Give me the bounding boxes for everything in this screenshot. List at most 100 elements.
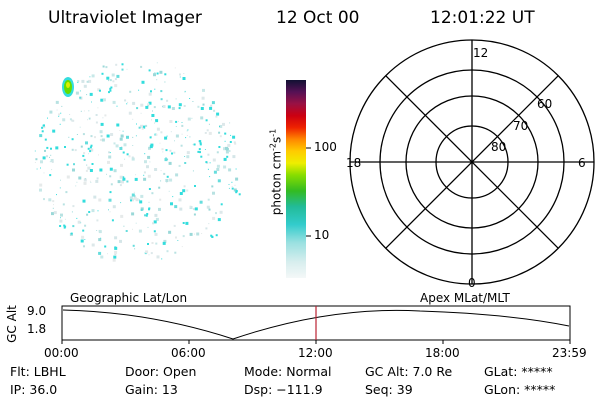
emission-speck: [44, 138, 47, 141]
emission-speck: [128, 111, 132, 115]
emission-speck: [58, 113, 61, 116]
emission-speck: [163, 172, 166, 175]
orbit-panel: [61, 305, 571, 344]
emission-speck: [163, 239, 167, 243]
emission-speck: [179, 73, 181, 76]
emission-speck: [179, 192, 183, 195]
emission-speck: [112, 205, 116, 209]
emission-speck: [185, 137, 187, 139]
emission-speck: [83, 84, 87, 88]
emission-speck: [52, 200, 55, 203]
emission-speck: [139, 200, 143, 204]
emission-speck: [100, 255, 104, 259]
emission-speck: [119, 184, 122, 187]
emission-speck: [175, 173, 179, 177]
emission-speck: [204, 149, 206, 150]
emission-speck: [121, 146, 123, 148]
emission-speck: [60, 179, 61, 181]
emission-speck: [146, 165, 149, 169]
emission-speck: [186, 189, 189, 192]
emission-speck: [184, 162, 187, 164]
emission-speck: [205, 133, 207, 134]
emission-speck: [76, 181, 78, 183]
emission-speck: [46, 155, 48, 158]
emission-speck: [175, 236, 177, 239]
emission-speck: [189, 136, 191, 138]
emission-speck: [109, 191, 112, 194]
emission-speck: [167, 105, 171, 109]
emission-speck: [42, 156, 46, 160]
dsp-info: Dsp: −111.9: [244, 382, 323, 397]
emission-speck: [114, 236, 118, 240]
emission-speck: [101, 138, 105, 142]
emission-speck: [48, 198, 52, 202]
emission-speck: [183, 73, 185, 74]
emission-speck: [201, 96, 205, 100]
emission-speck: [200, 116, 204, 120]
emission-speck: [150, 252, 153, 255]
emission-speck: [77, 82, 79, 83]
emission-speck: [50, 147, 52, 150]
emission-speck: [235, 168, 237, 170]
emission-speck: [34, 162, 36, 163]
emission-speck: [84, 224, 87, 227]
emission-speck: [107, 160, 110, 164]
emission-speck: [140, 124, 143, 128]
emission-speck: [158, 207, 161, 211]
emission-speck: [234, 184, 236, 186]
colorbar-label-100: 100: [314, 140, 337, 154]
emission-speck: [91, 101, 92, 103]
emission-speck: [147, 155, 151, 159]
emission-speck: [120, 163, 123, 167]
emission-speck: [147, 104, 150, 107]
emission-speck: [121, 63, 124, 66]
emission-speck: [140, 207, 144, 211]
emission-speck: [98, 198, 102, 202]
emission-speck: [98, 230, 102, 234]
emission-speck: [209, 106, 213, 110]
emission-speck: [142, 125, 146, 129]
emission-speck: [83, 245, 85, 248]
polar-label-6: 6: [578, 156, 586, 170]
emission-speck: [87, 119, 88, 121]
emission-speck: [99, 89, 101, 92]
emission-speck: [114, 250, 118, 254]
emission-speck: [199, 151, 201, 154]
emission-speck: [165, 157, 167, 159]
emission-speck: [109, 87, 112, 90]
emission-speck: [231, 186, 233, 187]
emission-speck: [116, 105, 118, 107]
emission-speck: [86, 213, 89, 216]
emission-speck: [56, 109, 58, 111]
emission-speck: [159, 70, 163, 74]
emission-speck: [109, 211, 111, 213]
emission-speck: [119, 130, 121, 131]
emission-speck: [39, 183, 43, 187]
emission-speck: [75, 185, 77, 187]
emission-speck: [166, 99, 169, 102]
emission-speck: [133, 191, 135, 193]
emission-speck: [217, 179, 221, 183]
emission-speck: [228, 187, 230, 189]
emission-speck: [85, 141, 88, 145]
emission-speck: [89, 92, 93, 96]
emission-speck: [134, 248, 136, 250]
emission-speck: [197, 150, 200, 153]
emission-speck: [208, 131, 212, 135]
emission-speck: [72, 225, 75, 228]
emission-speck: [234, 142, 237, 145]
emission-speck: [178, 198, 182, 202]
emission-speck: [192, 101, 194, 102]
altitude-curve-right: [232, 309, 570, 340]
emission-speck: [61, 105, 63, 107]
emission-speck: [83, 178, 87, 182]
emission-speck: [82, 133, 85, 136]
emission-speck: [226, 155, 229, 158]
emission-speck: [108, 91, 110, 94]
emission-speck: [114, 78, 117, 81]
emission-speck: [208, 123, 210, 125]
emission-speck: [122, 130, 124, 132]
emission-speck: [182, 77, 186, 80]
emission-speck: [224, 140, 226, 142]
emission-speck: [148, 254, 150, 256]
